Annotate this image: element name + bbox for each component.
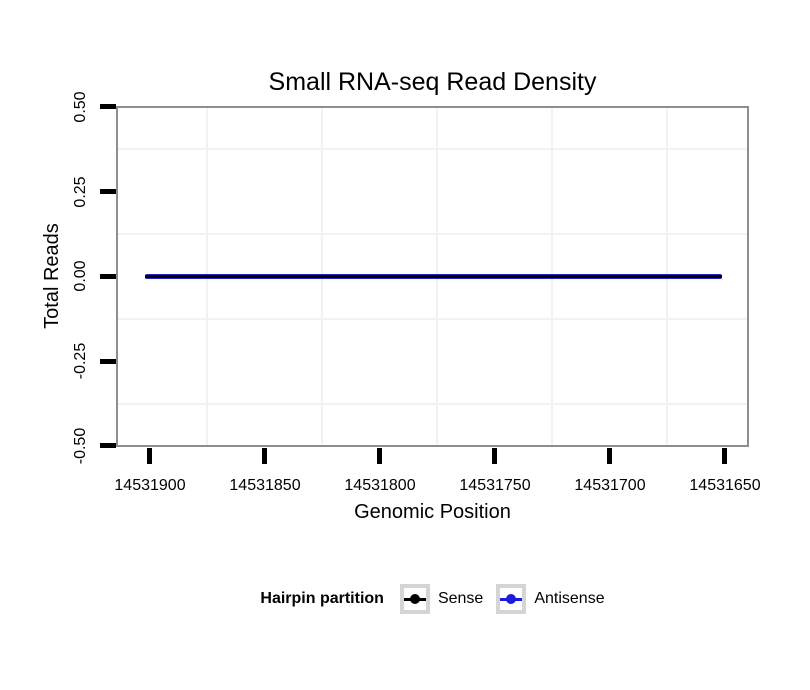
legend-key-sense [399,584,430,614]
x-axis-tick [492,448,497,464]
x-axis-tick-label: 14531900 [114,477,186,494]
antisense-point-icon [506,594,517,604]
minor-gridline-horizontal [118,233,747,235]
x-axis-tick-label: 14531650 [689,477,761,494]
y-axis-tick [100,359,116,364]
x-axis-tick-label: 14531750 [459,477,531,494]
y-axis-tick-label: -0.25 [72,342,89,380]
y-axis-tick [100,189,116,194]
x-axis-tick [377,448,382,464]
plot-panel [116,106,749,447]
y-axis-tick-label: 0.50 [72,91,89,123]
y-axis-tick [100,104,116,109]
y-axis-tick [100,274,116,279]
y-axis-tick-label: 0.00 [72,260,89,292]
x-axis-tick [722,448,727,464]
legend: Hairpin partition Sense Antisense [117,579,748,619]
x-axis-tick-label: 14531700 [574,477,646,494]
x-axis-tick-label: 14531850 [229,477,301,494]
x-axis-tick-label: 14531800 [344,477,416,494]
minor-gridline-horizontal [118,148,747,150]
x-axis-title: Genomic Position [354,501,511,523]
legend-label-antisense: Antisense [534,590,605,607]
chart-title: Small RNA-seq Read Density [268,68,597,96]
x-axis-tick [262,448,267,464]
x-axis-tick [147,448,152,464]
y-axis-tick-label: -0.50 [72,427,89,465]
legend-item-sense: Sense [399,584,484,614]
legend-item-antisense: Antisense [496,584,605,614]
minor-gridline-horizontal [118,318,747,320]
y-axis-tick [100,443,116,448]
minor-gridline-horizontal [118,403,747,405]
sense-point-icon [409,594,420,604]
legend-key-antisense [496,584,527,614]
legend-label-sense: Sense [437,590,484,607]
legend-title: Hairpin partition [260,590,384,607]
data-line-sense [145,275,722,278]
x-axis-tick [607,448,612,464]
y-axis-tick-label: 0.25 [72,176,89,208]
y-axis-title: Total Reads [41,223,63,329]
